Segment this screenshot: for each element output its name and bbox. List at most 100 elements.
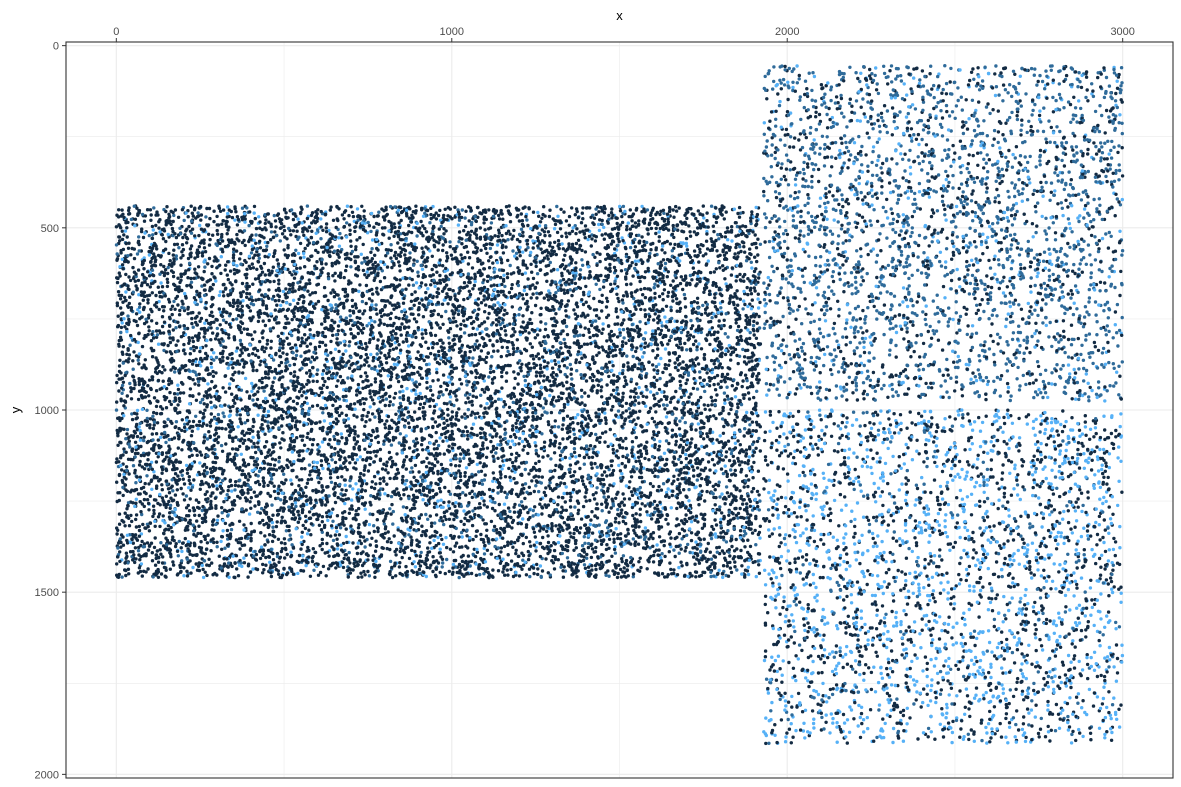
data-point (701, 554, 705, 558)
data-point (363, 447, 367, 451)
data-point (181, 253, 185, 258)
data-point (526, 223, 530, 228)
data-point (748, 302, 752, 306)
data-point (692, 300, 696, 304)
data-point (728, 566, 733, 570)
data-point (400, 555, 404, 560)
data-point (323, 379, 327, 384)
data-point (723, 502, 727, 506)
data-point (729, 570, 734, 575)
data-point (632, 302, 636, 306)
data-point (291, 546, 296, 550)
data-point (250, 337, 255, 341)
data-point (179, 256, 183, 260)
data-point (394, 412, 398, 416)
data-point (641, 546, 646, 550)
data-point (709, 204, 714, 208)
data-point (433, 521, 437, 525)
data-point (123, 325, 127, 329)
data-point (476, 362, 480, 366)
data-point (572, 447, 577, 451)
data-point (141, 272, 145, 277)
data-point (509, 567, 513, 572)
data-point (364, 458, 368, 463)
data-point (610, 554, 614, 558)
data-point (197, 545, 202, 550)
data-point (462, 229, 466, 233)
data-point (754, 411, 759, 415)
data-point (314, 302, 318, 306)
data-point (511, 343, 515, 347)
data-point (597, 351, 601, 355)
data-point (756, 237, 760, 241)
data-point (266, 240, 270, 245)
data-point (498, 464, 502, 469)
data-point (171, 328, 175, 332)
data-point (424, 465, 429, 469)
data-point (116, 325, 120, 329)
data-point (142, 438, 146, 443)
data-point (582, 462, 586, 466)
data-point (132, 256, 137, 261)
data-point (401, 505, 406, 509)
data-point (450, 429, 454, 434)
data-point (698, 426, 703, 430)
data-point (520, 362, 524, 366)
data-point (164, 406, 169, 410)
data-point (300, 336, 304, 340)
data-point (752, 333, 756, 337)
data-point (749, 342, 753, 347)
data-point (478, 502, 482, 506)
data-point (303, 526, 308, 531)
data-point (187, 261, 192, 265)
data-point (522, 326, 526, 330)
data-point (630, 493, 635, 497)
data-point (419, 263, 423, 268)
data-point (548, 208, 552, 212)
data-point (450, 370, 454, 374)
data-point (262, 481, 266, 485)
data-point (614, 496, 618, 500)
data-point (171, 535, 175, 539)
data-point (459, 253, 463, 257)
data-point (361, 346, 365, 350)
data-point (166, 524, 171, 528)
data-point (435, 341, 439, 346)
data-point (466, 448, 470, 452)
data-point (288, 363, 292, 368)
data-point (632, 395, 637, 399)
data-point (193, 234, 197, 238)
data-point (177, 396, 181, 401)
data-point (526, 284, 530, 289)
data-point (128, 295, 132, 299)
data-point (448, 492, 453, 496)
data-point (342, 306, 346, 310)
data-point (727, 478, 732, 483)
data-point (185, 241, 189, 245)
data-point (630, 261, 634, 265)
data-point (435, 295, 439, 299)
data-point (486, 387, 490, 392)
data-point (529, 262, 533, 266)
data-point (657, 235, 661, 239)
data-point (271, 254, 276, 259)
data-point (154, 389, 159, 393)
data-point (712, 414, 716, 418)
data-point (146, 298, 150, 302)
data-point (388, 476, 392, 481)
data-point (585, 552, 589, 557)
data-point (231, 373, 235, 377)
data-point (369, 259, 373, 263)
data-point (736, 233, 741, 237)
data-point (501, 251, 506, 255)
data-point (460, 535, 464, 539)
data-point (293, 328, 297, 332)
data-point (438, 533, 443, 537)
data-point (383, 492, 387, 496)
data-point (722, 318, 726, 322)
data-point (233, 218, 237, 222)
data-point (666, 290, 671, 295)
data-point (705, 219, 709, 223)
data-point (143, 358, 147, 362)
data-point (677, 445, 682, 449)
